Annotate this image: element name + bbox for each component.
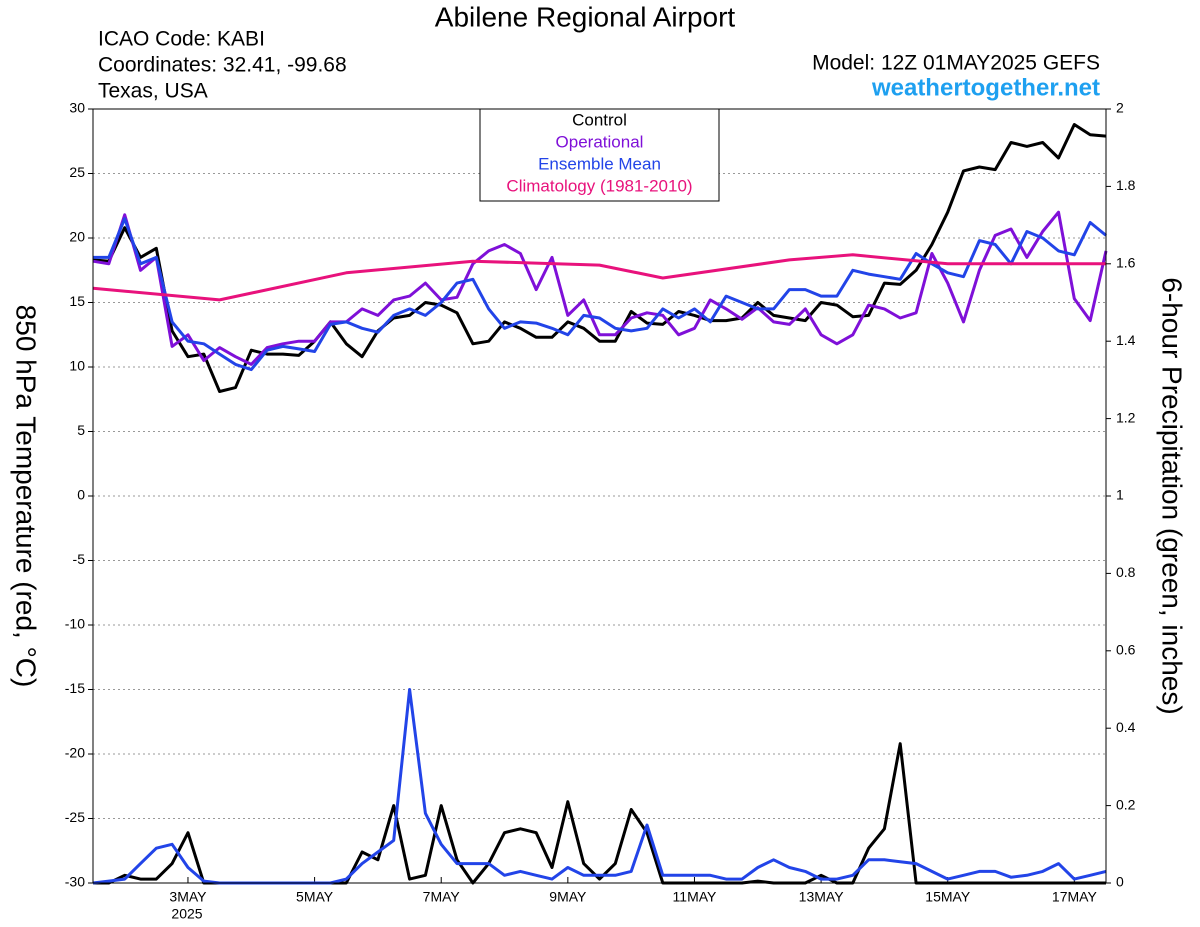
y2-tick-label: 0.6: [1116, 642, 1136, 658]
legend-entry: Operational: [556, 132, 644, 151]
y2-tick-label: 2: [1116, 100, 1124, 116]
y-tick-label: 25: [69, 164, 85, 180]
x-tick-label: 9MAY: [549, 889, 587, 905]
y2-tick-label: 0.8: [1116, 564, 1136, 580]
y2-tick-label: 1.8: [1116, 177, 1136, 193]
x-tick-label: 3MAY: [169, 889, 207, 905]
model: Model: 12Z 01MAY2025 GEFS: [812, 52, 1100, 75]
y-tick-label: 15: [69, 293, 85, 309]
y2-tick-label: 1.6: [1116, 255, 1136, 271]
site: weathertogether.net: [871, 74, 1100, 101]
y-tick-label: 20: [69, 229, 85, 245]
y2-tick-label: 1.4: [1116, 332, 1136, 348]
temp-line: [93, 217, 1107, 372]
chart-title: Abilene Regional Airport: [435, 1, 736, 32]
x-tick-label: 11MAY: [673, 889, 717, 905]
y-tick-label: 0: [77, 487, 85, 503]
y-tick-label: -30: [65, 874, 85, 890]
y-tick-label: 10: [69, 358, 85, 374]
x-tick-label: 13MAY: [799, 889, 845, 905]
y-tick-label: 5: [77, 422, 85, 438]
year-label: 2025: [171, 906, 202, 922]
x-tick-label: 7MAY: [423, 889, 461, 905]
legend-entry: Climatology (1981-2010): [506, 176, 692, 195]
y2-tick-label: 1.2: [1116, 409, 1136, 425]
legend-box: [479, 108, 720, 202]
x-tick-label: 17MAY: [1052, 889, 1098, 905]
y-tick-label: -5: [73, 551, 86, 567]
y2-axis-label: 6-hour Precipitation (green, inches): [1157, 277, 1188, 714]
y2-tick-label: 0: [1116, 874, 1124, 890]
legend-entry: Ensemble Mean: [538, 154, 661, 173]
y-tick-label: -25: [65, 809, 85, 825]
y2-tick-label: 1: [1116, 487, 1124, 503]
x-tick-label: 5MAY: [296, 889, 334, 905]
y-tick-label: -20: [65, 745, 85, 761]
location: Texas, USA: [98, 80, 208, 103]
y2-tick-label: 0.4: [1116, 719, 1136, 735]
y-axis-label: 850 hPa Temperature (red, °C): [11, 305, 42, 688]
icao: ICAO Code: KABI: [98, 28, 265, 51]
legend-entry: Control: [572, 110, 627, 129]
x-tick-label: 15MAY: [925, 889, 971, 905]
y-tick-label: -10: [65, 616, 85, 632]
temp-line: [92, 253, 1106, 302]
coordinates: Coordinates: 32.41, -99.68: [98, 54, 347, 77]
y-tick-label: 30: [69, 100, 85, 116]
y-tick-label: -15: [65, 680, 85, 696]
y2-tick-label: 0.2: [1116, 796, 1136, 812]
